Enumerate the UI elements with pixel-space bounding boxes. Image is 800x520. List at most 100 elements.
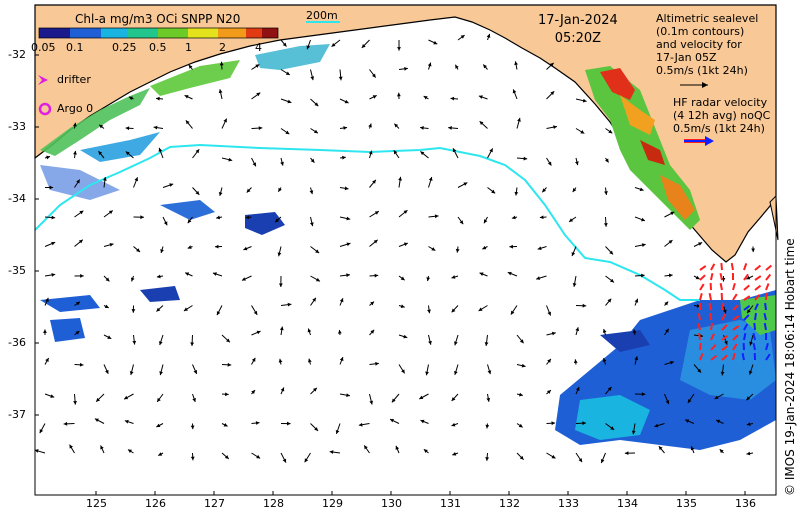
hf-radar-arrow (765, 283, 770, 291)
velocity-arrowhead (670, 360, 674, 365)
velocity-arrowhead (131, 309, 136, 313)
velocity-arrowhead (49, 185, 54, 190)
velocity-arrowhead (484, 342, 489, 346)
velocity-arrowhead (553, 125, 557, 130)
velocity-arrowhead (158, 147, 163, 152)
velocity-arrowhead (624, 451, 629, 456)
hf-radar-arrow (765, 342, 769, 351)
velocity-arrowhead (156, 307, 161, 312)
hf-radar-arrow (732, 325, 740, 331)
velocity-arrowhead (315, 277, 320, 282)
hf-radar-arrow (697, 322, 701, 331)
velocity-arrowhead (658, 446, 663, 451)
velocity-arrowhead (346, 273, 350, 278)
hf-radar-arrow (753, 322, 756, 331)
hf-radar-arrow (730, 262, 734, 271)
lat-label: -33 (8, 120, 26, 133)
colorbar (38, 27, 279, 39)
velocity-arrowhead (34, 449, 39, 453)
velocity-arrowhead (523, 156, 528, 161)
velocity-arrowhead (195, 190, 200, 195)
hf-radar-arrow (732, 293, 738, 301)
velocity-arrowhead (572, 283, 577, 287)
velocity-arrowhead (720, 371, 725, 376)
velocity-arrowhead (580, 130, 585, 134)
legend-argo-label: Argo 0 (57, 102, 94, 115)
velocity-arrowhead (507, 271, 512, 276)
hf-radar-arrow (754, 312, 757, 321)
velocity-arrowhead (124, 395, 129, 400)
hf-radar-arrow (710, 344, 717, 351)
velocity-arrowhead (159, 371, 164, 376)
velocity-arrowhead (400, 276, 405, 281)
hf-radar-arrow (708, 302, 712, 311)
velocity-arrowhead (748, 370, 753, 375)
velocity-arrowhead (582, 303, 587, 308)
hf-radar-arrow (699, 265, 707, 271)
hf-radar-arrow (697, 312, 701, 321)
hf-radar-arrow (721, 335, 729, 341)
velocity-arrowhead (431, 247, 436, 251)
velocity-arrowhead (419, 395, 424, 400)
velocity-arrowhead (51, 241, 56, 246)
chl-southeast-bloom (555, 290, 776, 450)
velocity-arrowhead (668, 273, 673, 278)
velocity-arrowhead (478, 307, 483, 311)
hf-radar-arrow (752, 332, 756, 341)
velocity-arrowhead (344, 186, 349, 191)
hf-radar-arrow (754, 284, 762, 291)
velocity-arrowhead (697, 368, 701, 373)
velocity-arrowhead (542, 188, 547, 193)
hf-radar-arrow (754, 264, 762, 271)
colorbar-tick: 0.5 (149, 41, 167, 54)
hf-radar-arrow (765, 353, 771, 361)
hf-radar-arrow (699, 274, 706, 281)
velocity-arrowhead (183, 307, 188, 311)
velocity-arrowhead (573, 359, 578, 364)
chl-offshore-patches (40, 200, 285, 342)
colorbar-tick: 2 (219, 41, 226, 54)
velocity-arrowhead (448, 126, 452, 130)
velocity-arrowhead (631, 430, 636, 435)
velocity-arrowhead (393, 150, 398, 155)
velocity-arrowhead (310, 158, 315, 163)
velocity-arrowhead (427, 62, 432, 67)
hf-radar-arrow (765, 264, 773, 271)
velocity-arrowhead (719, 449, 724, 454)
alt-line: 0.5m/s (1kt 24h) (656, 64, 748, 77)
velocity-arrowhead (243, 246, 248, 251)
velocity-arrowhead (746, 422, 751, 426)
scale-bar-label: 200m (306, 9, 338, 22)
velocity-arrowhead (664, 301, 669, 306)
hf-radar-arrow (699, 353, 704, 361)
velocity-arrowhead (486, 397, 491, 402)
velocity-arrowhead (72, 122, 77, 127)
velocity-arrowhead (547, 311, 552, 316)
lon-label: 125 (86, 497, 107, 510)
velocity-arrowhead (455, 248, 460, 253)
velocity-arrowhead (251, 357, 256, 362)
hf-radar-arrow (721, 354, 728, 361)
hf-radar-arrow (699, 283, 705, 291)
velocity-arrowhead (309, 222, 314, 227)
velocity-arrowhead (551, 421, 556, 426)
velocity-arrowhead (252, 162, 256, 167)
velocity-arrowhead (690, 446, 695, 451)
velocity-arrowhead (312, 387, 317, 392)
map-date: 17-Jan-2024 05:20Z (538, 12, 618, 48)
velocity-arrowhead (109, 242, 114, 247)
velocity-arrowhead (219, 61, 224, 66)
hf-radar-arrow (721, 302, 725, 311)
velocity-arrowhead (187, 245, 192, 249)
velocity-arrowhead (747, 309, 751, 314)
velocity-arrowhead (307, 328, 312, 333)
velocity-arrowhead (310, 76, 315, 81)
velocity-arrowhead (479, 121, 484, 125)
velocity-arrowhead (451, 275, 456, 279)
hf-radar-arrow (721, 324, 728, 331)
velocity-arrowhead (487, 370, 492, 375)
velocity-arrowhead (460, 35, 465, 39)
hf-radar-arrow (710, 354, 718, 361)
lon-label: 136 (735, 497, 756, 510)
velocity-arrowhead (665, 328, 669, 333)
